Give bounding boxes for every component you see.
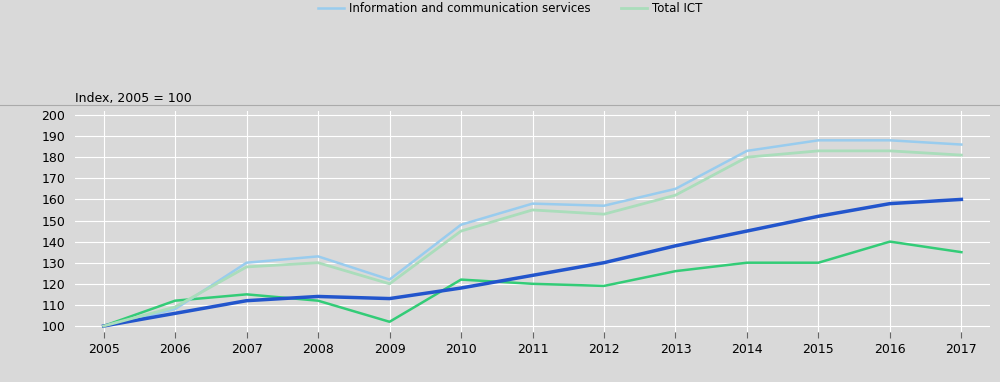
Legend: ICT manufacturing (broad), Information and communication services, Total product: ICT manufacturing (broad), Information a… [313, 0, 752, 19]
Text: Index, 2005 = 100: Index, 2005 = 100 [75, 92, 192, 105]
